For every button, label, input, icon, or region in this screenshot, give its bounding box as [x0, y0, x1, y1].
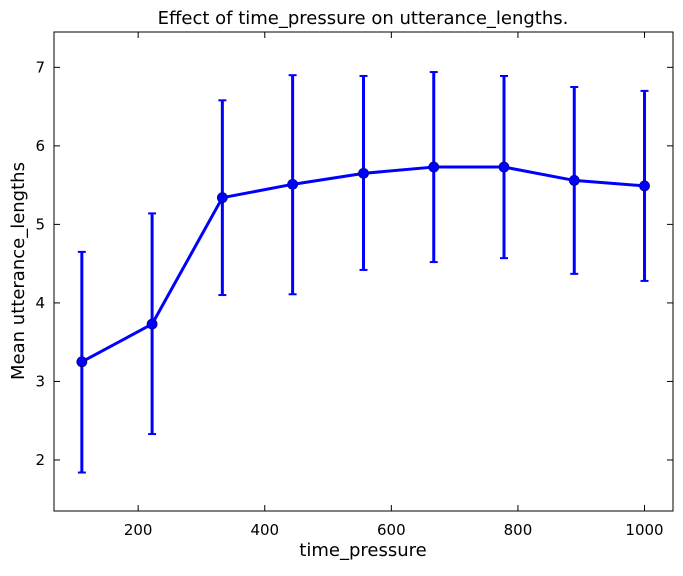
- y-tick-label: 7: [35, 58, 45, 76]
- x-tick-label: 200: [124, 521, 153, 539]
- y-tick-label: 2: [35, 451, 45, 469]
- data-point: [568, 175, 580, 186]
- y-tick-label: 4: [35, 294, 45, 312]
- y-tick-label: 6: [35, 137, 45, 155]
- data-point: [146, 318, 158, 330]
- y-axis: 2 3 4 5 6 7: [35, 58, 673, 469]
- data-point: [216, 192, 228, 204]
- y-tick-label: 3: [35, 372, 45, 390]
- data-point: [639, 180, 650, 192]
- plot-frame: [53, 31, 674, 512]
- x-tick-label: 600: [377, 521, 406, 539]
- data-point: [287, 178, 299, 190]
- x-tick-label: 800: [504, 521, 533, 539]
- y-tick-label: 5: [35, 215, 45, 233]
- x-axis: 200 400 600 800 1000: [124, 32, 664, 539]
- x-tick-label: 1000: [625, 521, 663, 539]
- x-tick-label: 400: [250, 521, 279, 539]
- y-axis-label: Mean utterance_lengths: [8, 162, 29, 380]
- data-point: [428, 161, 440, 173]
- chart-title: Effect of time_pressure on utterance_len…: [158, 8, 569, 29]
- data-point: [76, 356, 88, 368]
- x-axis-label: time_pressure: [299, 540, 426, 561]
- data-point: [498, 161, 510, 173]
- data-point: [358, 167, 369, 179]
- series-layer: [76, 71, 650, 474]
